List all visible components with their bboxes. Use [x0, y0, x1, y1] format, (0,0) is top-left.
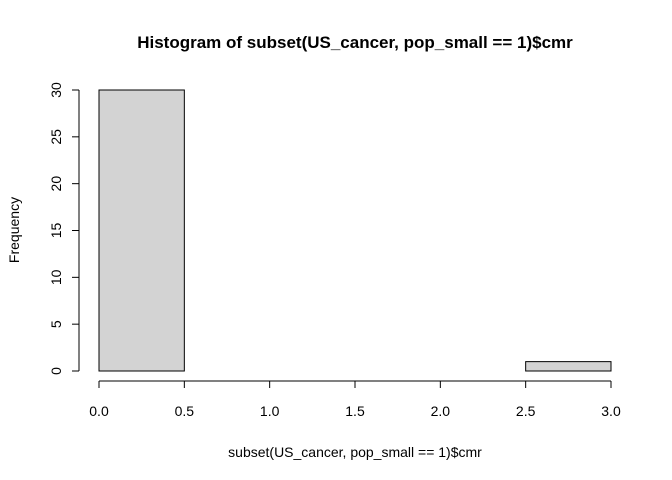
x-tick-label: 2.5 — [516, 403, 536, 419]
x-tick-label: 2.0 — [431, 403, 451, 419]
histogram-bar-5 — [525, 361, 612, 372]
y-axis-label: Frequency — [6, 197, 22, 263]
y-tick-label: 15 — [48, 223, 64, 239]
x-tick-label: 0.5 — [175, 403, 195, 419]
y-tick-label: 25 — [48, 129, 64, 145]
chart-title: Histogram of subset(US_cancer, pop_small… — [137, 33, 573, 52]
x-tick-label: 3.0 — [601, 403, 621, 419]
y-axis: 0 5 10 15 20 25 30 — [48, 82, 80, 375]
y-tick-label: 5 — [48, 320, 64, 328]
x-tick-label: 1.5 — [345, 403, 365, 419]
histogram-bar-0 — [98, 89, 185, 372]
x-axis-label: subset(US_cancer, pop_small == 1)$cmr — [228, 444, 482, 460]
x-tick-label: 1.0 — [260, 403, 280, 419]
y-tick-label: 30 — [48, 82, 64, 98]
y-tick-label: 20 — [48, 176, 64, 192]
bars-group — [98, 89, 612, 372]
x-tick-label: 0.0 — [89, 403, 109, 419]
y-tick-label: 10 — [48, 269, 64, 285]
x-axis: 0.0 0.5 1.0 1.5 2.0 2.5 3.0 — [89, 380, 621, 419]
y-tick-label: 0 — [48, 367, 64, 375]
